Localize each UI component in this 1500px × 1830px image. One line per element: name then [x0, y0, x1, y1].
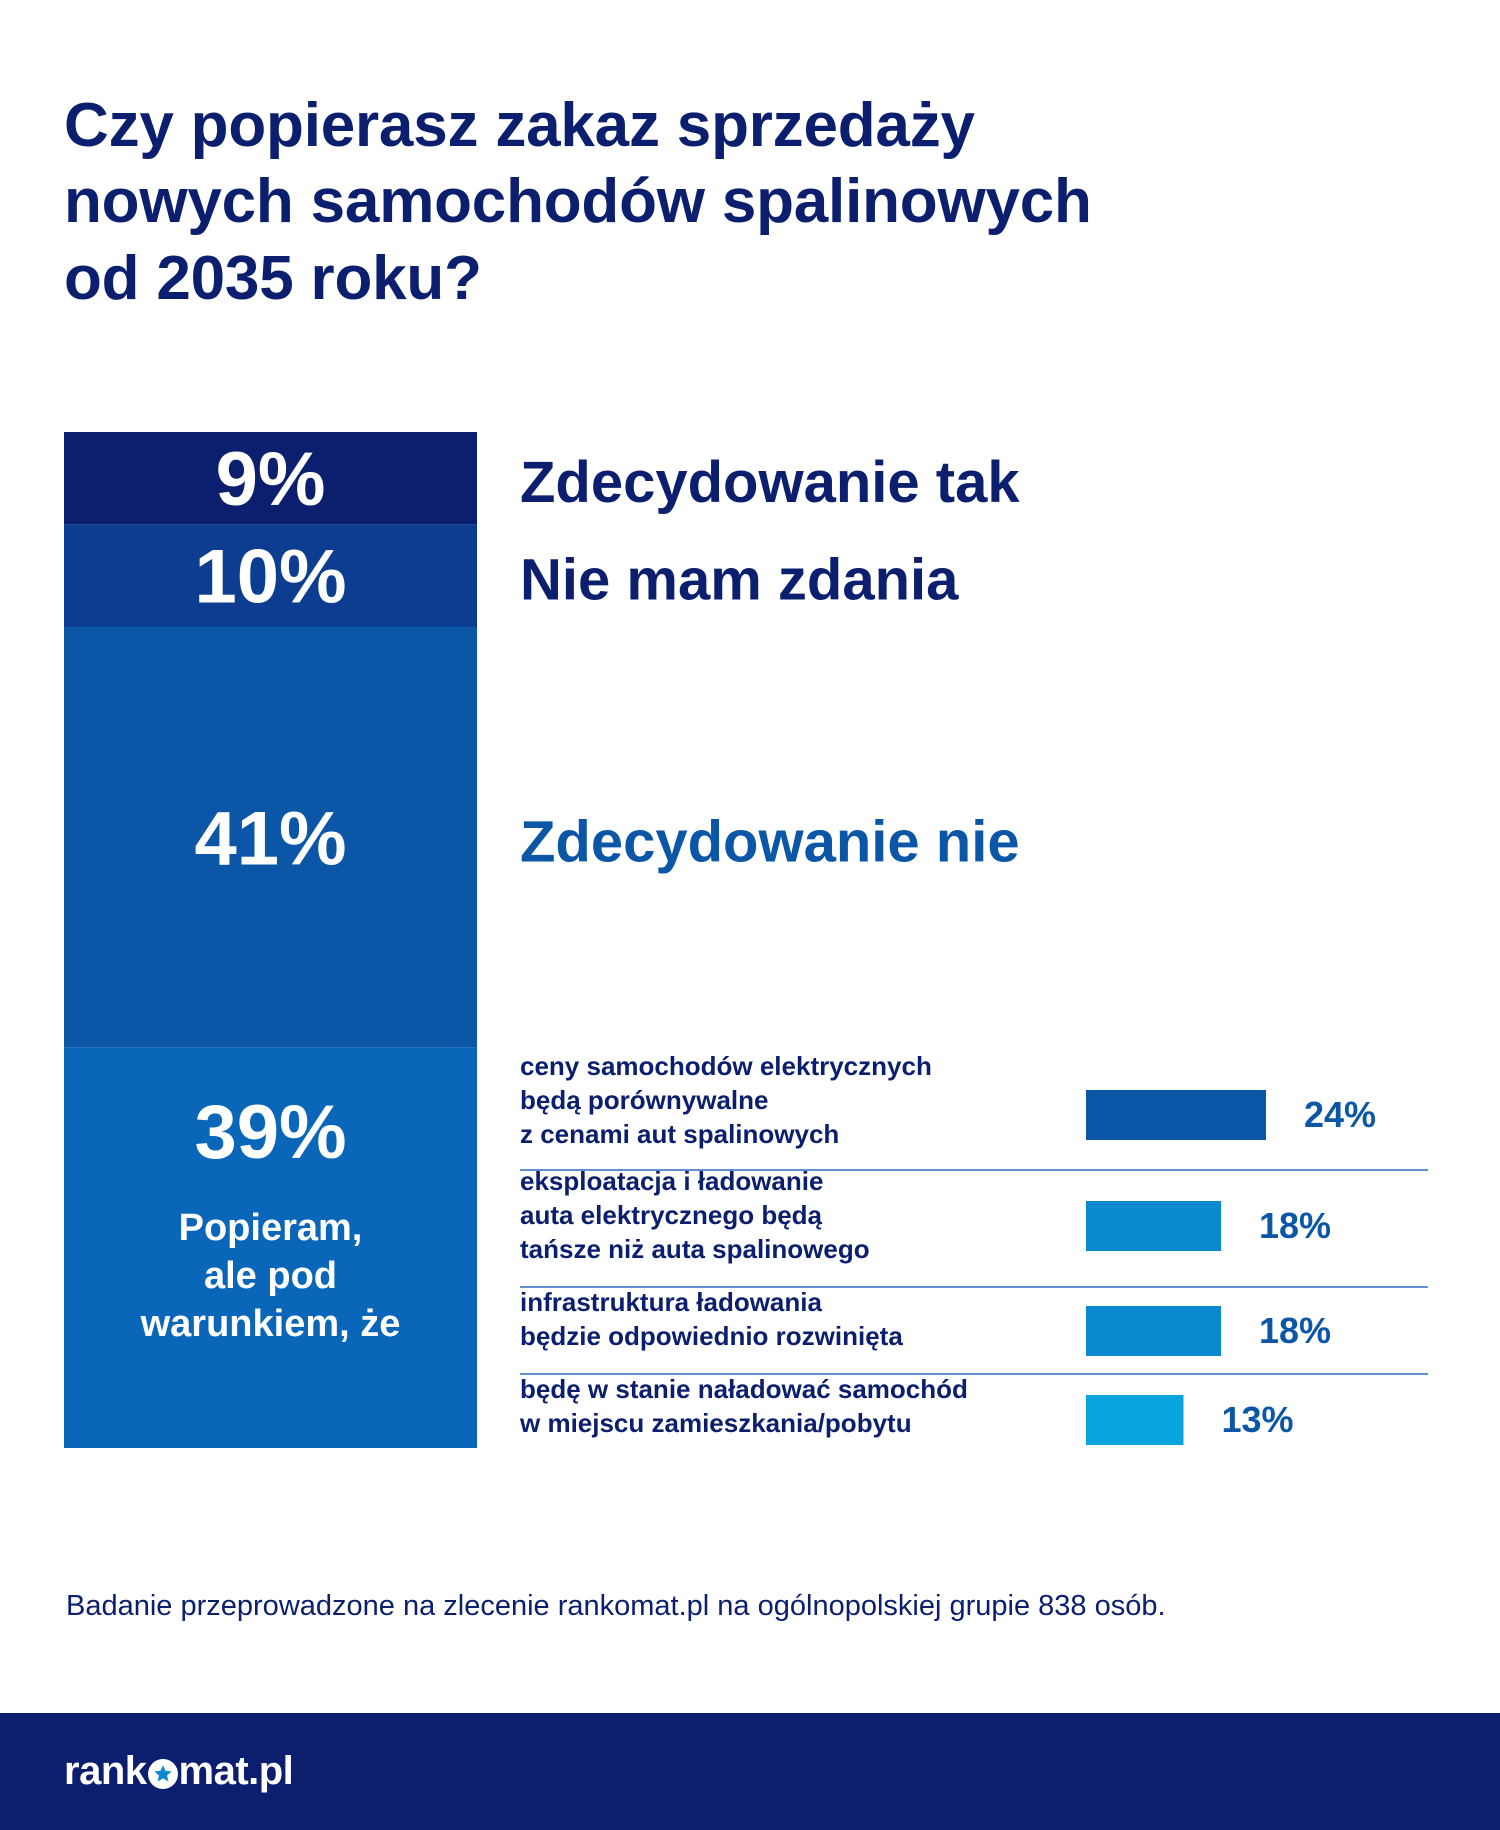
title-line: nowych samochodów spalinowych [64, 167, 1092, 237]
condition-label-line: będą porównywalne [520, 1085, 769, 1115]
stack-segment [64, 524, 477, 627]
logo[interactable]: rank mat.pl [64, 1741, 294, 1801]
condition-label-line: z cenami aut spalinowych [520, 1119, 839, 1149]
segment-category-label: Nie mam zdania [520, 548, 959, 613]
footer: rank mat.pl [0, 1713, 1500, 1830]
condition-label-line: w miejscu zamieszkania/pobytu [519, 1408, 912, 1438]
star-icon [147, 1759, 178, 1789]
condition-value-label: 13% [1222, 1399, 1294, 1440]
condition-bar [1086, 1090, 1266, 1140]
footnote: Badanie przeprowadzone na zlecenie ranko… [66, 1590, 1166, 1622]
title-line: Czy popierasz zakaz sprzedaży [64, 91, 975, 160]
stack-segment [64, 1047, 477, 1448]
stack-segment [64, 626, 477, 1048]
segment-category-label: Zdecydowanie tak [520, 450, 1020, 515]
title-line: od 2035 roku? [64, 243, 482, 313]
segment-value-label: 9% [216, 437, 326, 522]
condition-bar [1086, 1201, 1221, 1251]
segment-note-line: ale pod [204, 1255, 337, 1297]
condition-value-label: 18% [1259, 1310, 1331, 1351]
segment-value-label: 41% [194, 796, 346, 881]
condition-label-line: infrastruktura ładowania [520, 1287, 822, 1317]
segment-category-label: Zdecydowanie nie [520, 809, 1020, 874]
condition-bar [1086, 1395, 1184, 1445]
condition-label-line: eksploatacja i ładowanie [520, 1166, 823, 1196]
logo-text-part1: rank [64, 1748, 147, 1793]
stack-segment [64, 432, 477, 525]
condition-bar [1086, 1306, 1221, 1356]
segment-value-label: 10% [194, 535, 346, 620]
condition-label-line: tańsze niż auta spalinowego [520, 1234, 870, 1264]
condition-value-label: 18% [1259, 1205, 1331, 1246]
condition-label-line: będę w stanie naładować samochód [520, 1374, 968, 1404]
condition-value-label: 24% [1304, 1094, 1376, 1135]
segment-note-line: Popieram, [179, 1207, 363, 1249]
condition-label-line: będzie odpowiednio rozwinięta [520, 1321, 903, 1351]
segment-value-label: 39% [194, 1090, 346, 1175]
logo-text-part2: mat.pl [178, 1748, 294, 1793]
page-title: Czy popierasz zakaz sprzedaży nowych sam… [64, 88, 1364, 317]
condition-label-line: ceny samochodów elektrycznych [520, 1051, 932, 1081]
condition-label-line: auta elektrycznego będą [520, 1200, 823, 1230]
segment-note-line: warunkiem, że [140, 1303, 401, 1345]
